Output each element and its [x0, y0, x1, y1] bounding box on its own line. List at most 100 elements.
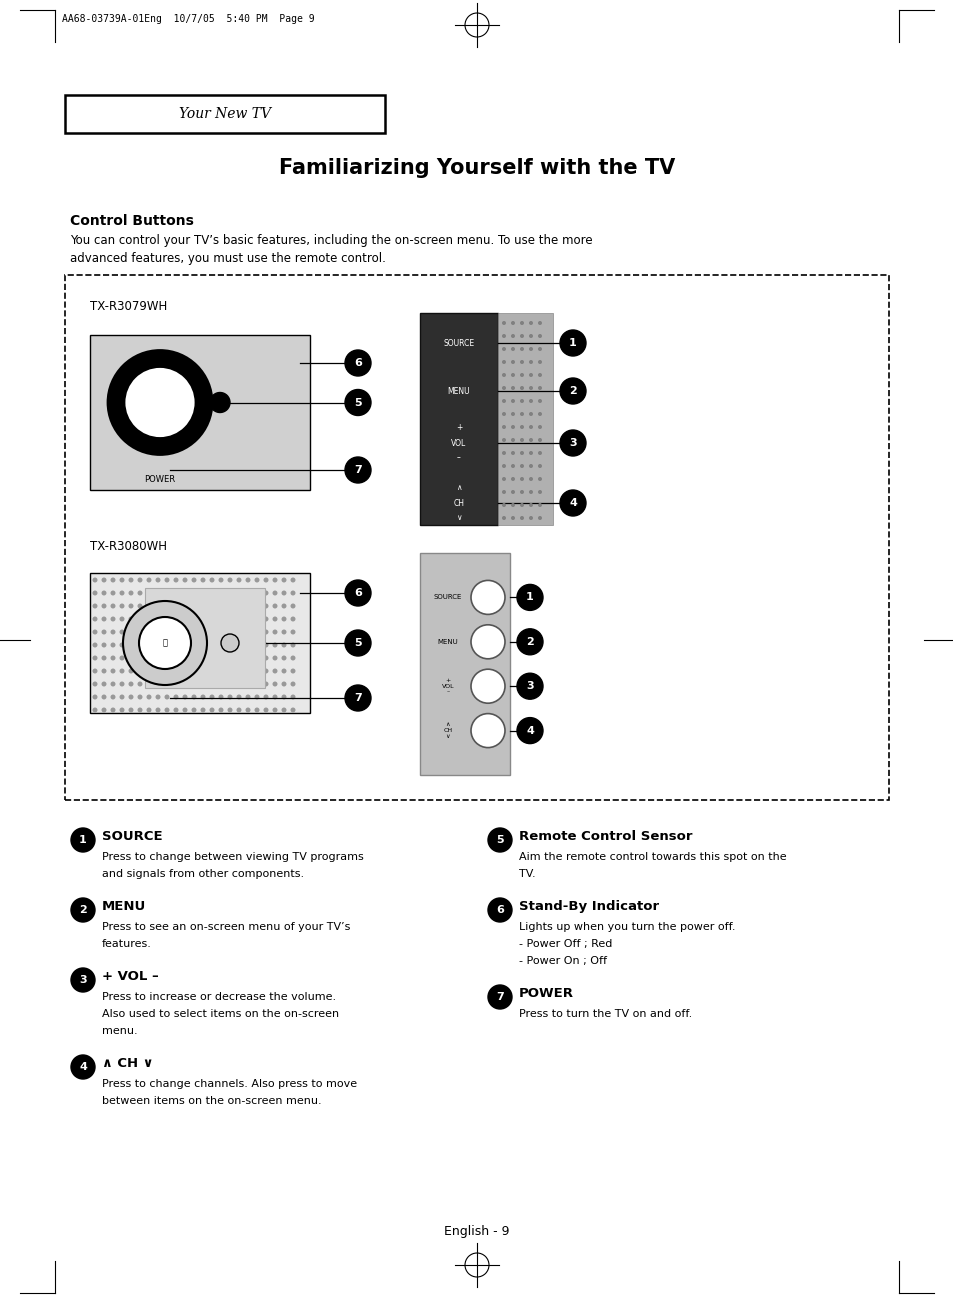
Circle shape: [92, 603, 97, 609]
Circle shape: [173, 681, 178, 687]
Circle shape: [137, 603, 142, 609]
Circle shape: [119, 668, 125, 674]
Circle shape: [182, 590, 188, 595]
Circle shape: [263, 616, 268, 622]
Circle shape: [537, 347, 541, 351]
Circle shape: [173, 708, 178, 713]
Circle shape: [123, 601, 207, 685]
Circle shape: [501, 464, 505, 468]
Circle shape: [200, 603, 205, 609]
Circle shape: [537, 425, 541, 429]
Circle shape: [71, 827, 95, 852]
Circle shape: [92, 655, 97, 661]
Circle shape: [173, 655, 178, 661]
Circle shape: [501, 386, 505, 390]
Circle shape: [147, 629, 152, 635]
Circle shape: [537, 321, 541, 324]
Text: - Power Off ; Red: - Power Off ; Red: [518, 939, 612, 949]
Circle shape: [291, 590, 295, 595]
Circle shape: [111, 708, 115, 713]
Circle shape: [111, 629, 115, 635]
Circle shape: [173, 590, 178, 595]
Circle shape: [173, 694, 178, 700]
Circle shape: [147, 590, 152, 595]
Circle shape: [210, 629, 214, 635]
Circle shape: [511, 386, 515, 390]
Text: TX-R3080WH: TX-R3080WH: [90, 539, 167, 552]
Circle shape: [471, 670, 504, 704]
Circle shape: [273, 603, 277, 609]
Circle shape: [245, 616, 251, 622]
Circle shape: [254, 642, 259, 648]
Circle shape: [511, 321, 515, 324]
Circle shape: [537, 412, 541, 416]
Circle shape: [537, 360, 541, 364]
Circle shape: [529, 516, 533, 520]
Circle shape: [155, 629, 160, 635]
Circle shape: [111, 694, 115, 700]
Text: 4: 4: [79, 1062, 87, 1072]
Text: 6: 6: [354, 358, 361, 367]
Circle shape: [218, 577, 223, 582]
Circle shape: [519, 399, 523, 403]
Circle shape: [501, 334, 505, 337]
Circle shape: [537, 477, 541, 481]
Circle shape: [164, 629, 170, 635]
Circle shape: [173, 668, 178, 674]
Circle shape: [137, 629, 142, 635]
Circle shape: [182, 655, 188, 661]
Circle shape: [291, 681, 295, 687]
Circle shape: [511, 490, 515, 494]
Circle shape: [245, 590, 251, 595]
Circle shape: [147, 668, 152, 674]
Text: POWER: POWER: [144, 476, 175, 483]
Circle shape: [101, 577, 107, 582]
Circle shape: [92, 681, 97, 687]
Circle shape: [273, 577, 277, 582]
Circle shape: [129, 681, 133, 687]
Circle shape: [559, 378, 585, 404]
Circle shape: [281, 681, 286, 687]
Circle shape: [164, 655, 170, 661]
Circle shape: [111, 616, 115, 622]
Circle shape: [471, 580, 504, 615]
Circle shape: [164, 681, 170, 687]
Circle shape: [529, 464, 533, 468]
Circle shape: [254, 590, 259, 595]
Circle shape: [273, 655, 277, 661]
Text: ∧: ∧: [456, 483, 461, 493]
Circle shape: [273, 590, 277, 595]
Text: You can control your TV’s basic features, including the on-screen menu. To use t: You can control your TV’s basic features…: [70, 235, 592, 248]
Text: Press to see an on-screen menu of your TV’s: Press to see an on-screen menu of your T…: [102, 923, 350, 932]
Circle shape: [227, 642, 233, 648]
Circle shape: [245, 668, 251, 674]
Circle shape: [164, 642, 170, 648]
Circle shape: [92, 616, 97, 622]
Circle shape: [519, 516, 523, 520]
Circle shape: [501, 360, 505, 364]
Circle shape: [263, 590, 268, 595]
Circle shape: [254, 694, 259, 700]
Text: +
VOL
–: + VOL –: [441, 678, 454, 694]
Circle shape: [101, 668, 107, 674]
Circle shape: [537, 373, 541, 377]
Circle shape: [511, 360, 515, 364]
Circle shape: [192, 577, 196, 582]
Text: 3: 3: [79, 975, 87, 985]
Circle shape: [182, 694, 188, 700]
Circle shape: [511, 412, 515, 416]
Circle shape: [192, 694, 196, 700]
Circle shape: [200, 708, 205, 713]
Circle shape: [501, 347, 505, 351]
Circle shape: [218, 668, 223, 674]
Circle shape: [501, 399, 505, 403]
Circle shape: [218, 655, 223, 661]
Circle shape: [529, 503, 533, 507]
Text: 1: 1: [525, 593, 534, 602]
Text: VOL: VOL: [451, 439, 466, 447]
Text: TX-R3079WH: TX-R3079WH: [90, 300, 167, 313]
Text: 4: 4: [525, 726, 534, 736]
Circle shape: [345, 457, 371, 483]
Text: Also used to select items on the on-screen: Also used to select items on the on-scre…: [102, 1009, 338, 1019]
Text: 7: 7: [354, 465, 361, 476]
